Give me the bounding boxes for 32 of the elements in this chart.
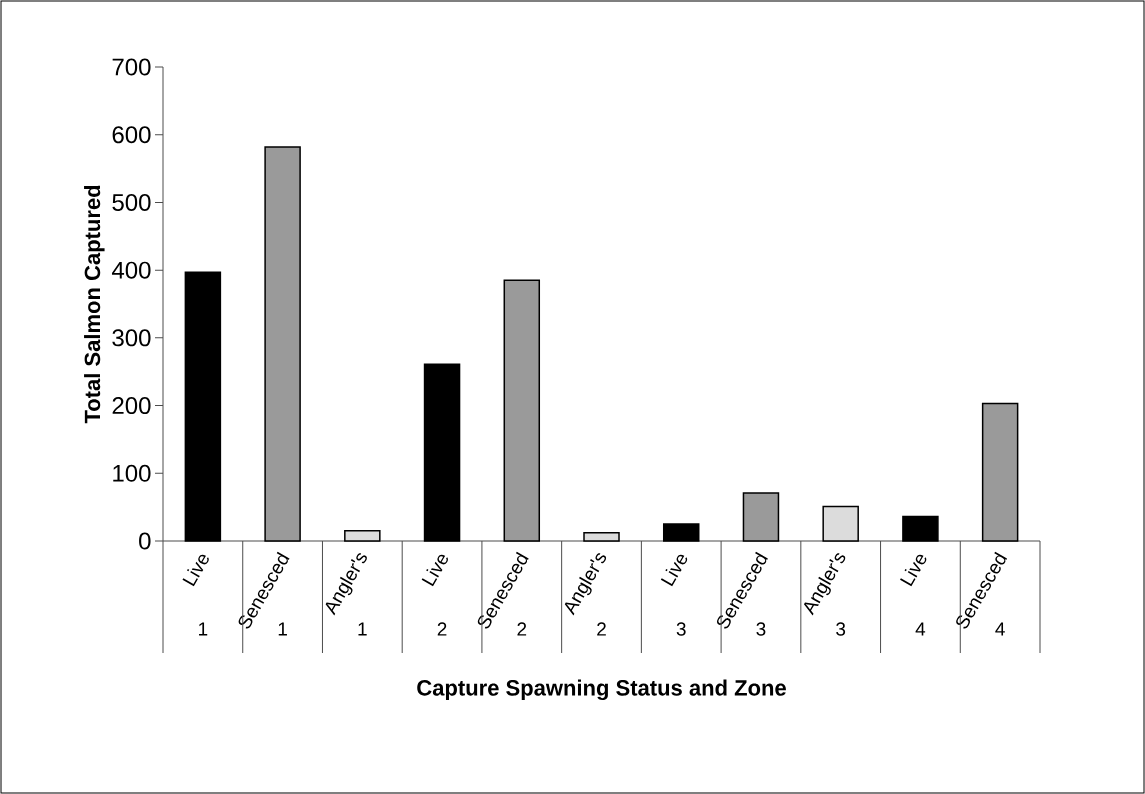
bar [264, 146, 301, 542]
x-tick-label: Live [182, 554, 209, 587]
text: 1 [199, 622, 208, 636]
bar [902, 515, 939, 542]
x-tick-label: Live [900, 554, 927, 587]
bar [662, 523, 700, 542]
text: 1 [358, 622, 367, 636]
y-tick-label: 0 [139, 532, 151, 550]
y-tick-label: 400 [111, 261, 151, 279]
x-tick-label: Live [660, 554, 688, 587]
bar [742, 492, 780, 542]
text: 4 [915, 622, 926, 636]
y-tick-label: 600 [112, 126, 151, 144]
text: 2 [437, 622, 447, 636]
y-tick-label: 500 [112, 193, 151, 211]
text: 2 [597, 622, 606, 636]
y-tick-label: 100 [113, 464, 151, 482]
bar [423, 363, 461, 542]
bar [822, 505, 859, 542]
y-tick-label: 300 [112, 329, 151, 347]
bar [184, 271, 222, 542]
bar [344, 530, 381, 542]
text: 3 [676, 622, 686, 636]
y-axis-title: Total Salmon Captured [84, 185, 105, 424]
x-tick-label: Live [421, 554, 448, 587]
bar [503, 279, 541, 542]
y-tick-label: 700 [112, 58, 151, 76]
y-tick-label: 200 [112, 397, 151, 415]
text: 3 [836, 622, 846, 636]
x-axis-title: Capture Spawning Status and Zone [417, 679, 786, 701]
bar [981, 402, 1019, 542]
bar [583, 532, 620, 542]
